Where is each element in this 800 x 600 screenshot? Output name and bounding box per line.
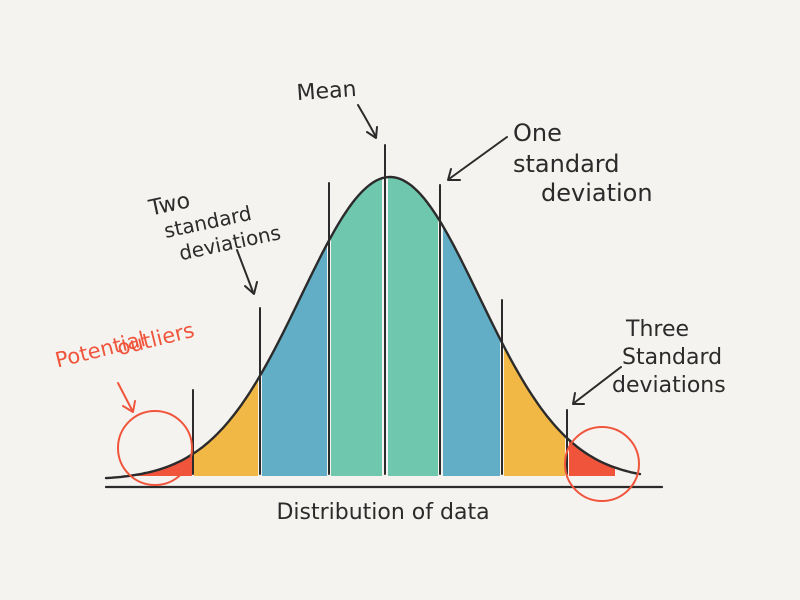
one-sd-label: One standard deviation (513, 119, 653, 207)
one-sd-arrow (447, 136, 508, 181)
one-sd-band-left (331, 177, 382, 476)
one-sd-band-right (388, 177, 438, 476)
three-sd-arrow (572, 366, 622, 405)
three-sd-label-line-2: Standard (622, 345, 722, 370)
outlier-circle-right (564, 426, 640, 502)
mean-arrow (357, 104, 378, 139)
axis-label: Distribution of data (276, 500, 489, 525)
one-sd-label-line-1: One (513, 119, 562, 147)
two-sd-band-left (262, 177, 327, 476)
two-sd-arrow (236, 249, 258, 295)
outliers-label: Potential outliers (53, 318, 197, 373)
outliers-label-line-2: outliers (115, 318, 197, 360)
three-sd-label-line-1: Three (625, 317, 689, 342)
outlier-circle-left (117, 410, 193, 486)
one-sd-label-line-2: standard (513, 150, 619, 178)
bands (128, 177, 615, 476)
two-sd-label: Two standard deviations (146, 188, 283, 265)
three-sd-label: Three Standard deviations (612, 317, 726, 398)
two-sd-band-right (443, 177, 500, 476)
mean-label: Mean (296, 77, 358, 106)
three-sd-band-right (504, 177, 565, 476)
one-sd-label-line-3: deviation (541, 179, 653, 207)
bell-curve (104, 175, 642, 480)
outliers-arrow (117, 382, 136, 413)
three-sd-label-line-3: deviations (612, 373, 726, 398)
deviation-lines (192, 144, 568, 475)
